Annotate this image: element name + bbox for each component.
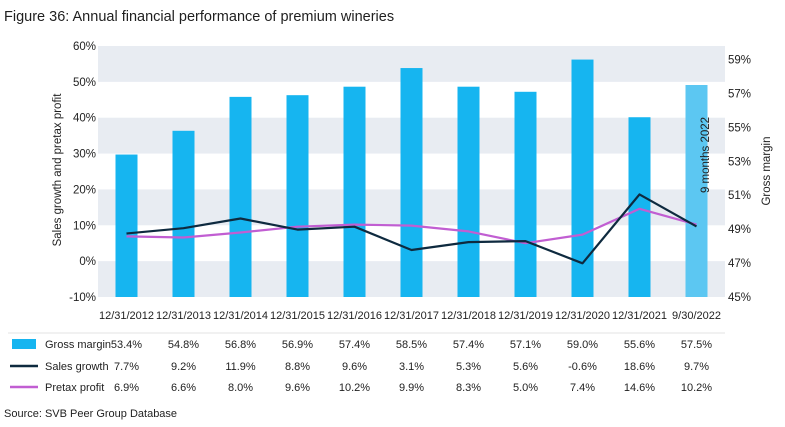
left-tick-label: 40% bbox=[73, 113, 96, 125]
bar-gross-margin bbox=[628, 117, 651, 297]
table-value: 57.4% bbox=[453, 339, 484, 351]
left-tick-label: 60% bbox=[73, 41, 96, 53]
legend-label-pretax-profit: Pretax profit bbox=[45, 382, 104, 394]
table-value: 5.6% bbox=[513, 361, 538, 373]
left-tick-label: 30% bbox=[73, 149, 96, 161]
left-tick-label: -10% bbox=[69, 292, 96, 304]
table-value: 7.7% bbox=[114, 361, 139, 373]
right-tick-label: 55% bbox=[728, 122, 751, 134]
right-tick-label: 59% bbox=[728, 55, 751, 67]
table-value: 7.4% bbox=[570, 382, 595, 394]
bar-gross-margin bbox=[229, 96, 252, 297]
bar-gross-margin bbox=[286, 95, 309, 297]
category-label: 12/31/2015 bbox=[270, 310, 325, 322]
left-tick-label: 0% bbox=[79, 256, 96, 268]
right-tick-label: 53% bbox=[728, 156, 751, 168]
category-label: 12/31/2017 bbox=[384, 310, 439, 322]
category-label: 12/31/2012 bbox=[99, 310, 154, 322]
line-pretax-profit bbox=[126, 207, 697, 245]
table-value: 10.2% bbox=[681, 382, 712, 394]
chart-title: Figure 36: Annual financial performance … bbox=[4, 9, 394, 25]
bar-gross-margin bbox=[514, 91, 537, 297]
source-note: Source: SVB Peer Group Database bbox=[4, 408, 177, 420]
left-axis-label: Sales growth and pretax profit bbox=[52, 93, 64, 247]
legend-label-sales-growth: Sales growth bbox=[45, 361, 109, 373]
bar-gross-margin bbox=[685, 85, 708, 297]
line-sales-growth bbox=[126, 193, 698, 265]
table-value: 56.9% bbox=[282, 339, 313, 351]
table-value: 56.8% bbox=[225, 339, 256, 351]
right-tick-label: 47% bbox=[728, 258, 751, 270]
table-value: 5.0% bbox=[513, 382, 538, 394]
category-label: 9/30/2022 bbox=[672, 310, 721, 322]
bar-gross-margin bbox=[172, 130, 195, 297]
table-value: 11.9% bbox=[225, 361, 256, 373]
table-value: 9.9% bbox=[399, 382, 424, 394]
line-series bbox=[126, 193, 698, 265]
table-value: 57.4% bbox=[339, 339, 370, 351]
table-value: 55.6% bbox=[624, 339, 655, 351]
right-tick-label: 51% bbox=[728, 190, 751, 202]
table-value: 5.3% bbox=[456, 361, 481, 373]
bar-gross-margin bbox=[115, 154, 138, 297]
table-value: 54.8% bbox=[168, 339, 199, 351]
table-value: 14.6% bbox=[624, 382, 655, 394]
category-axis: 12/31/2012 12/31/2013 12/31/2014 12/31/2015… bbox=[99, 310, 721, 322]
table-value: 8.3% bbox=[456, 382, 481, 394]
table-value: 9.2% bbox=[171, 361, 196, 373]
table-value: 6.9% bbox=[114, 382, 139, 394]
category-label: 12/31/2018 bbox=[441, 310, 496, 322]
table-value: 57.1% bbox=[510, 339, 541, 351]
category-label: 12/31/2019 bbox=[498, 310, 553, 322]
table-value: 3.1% bbox=[399, 361, 424, 373]
bar-gross-margin bbox=[457, 86, 480, 298]
left-tick-label: 10% bbox=[73, 220, 96, 232]
bar-gross-margin bbox=[343, 86, 366, 298]
right-tick-label: 45% bbox=[728, 292, 751, 304]
table-value: 8.0% bbox=[228, 382, 253, 394]
right-tick-label: 57% bbox=[728, 88, 751, 100]
category-label: 12/31/2020 bbox=[555, 310, 610, 322]
table-value: 9.6% bbox=[285, 382, 310, 394]
bar-gross-margin bbox=[571, 59, 594, 297]
category-label: 12/31/2021 bbox=[612, 310, 667, 322]
legend-label-gross-margin: Gross margin bbox=[45, 339, 111, 351]
bar-series bbox=[115, 59, 708, 298]
table-value: 53.4% bbox=[111, 339, 142, 351]
right-axis: 59% 57% 55% 53% 51% 49% 47% 45% bbox=[728, 55, 751, 304]
table-value: 6.6% bbox=[171, 382, 196, 394]
table-value: 58.5% bbox=[396, 339, 427, 351]
table-value: 8.8% bbox=[285, 361, 310, 373]
legend-swatch-gross-margin bbox=[12, 339, 36, 349]
category-label: 12/31/2016 bbox=[327, 310, 382, 322]
bar-gross-margin bbox=[400, 68, 423, 297]
category-label: 12/31/2014 bbox=[213, 310, 268, 322]
table-value: 10.2% bbox=[339, 382, 370, 394]
category-label: 12/31/2013 bbox=[156, 310, 211, 322]
table-value: 18.6% bbox=[624, 361, 655, 373]
left-tick-label: 20% bbox=[73, 184, 96, 196]
right-tick-label: 49% bbox=[728, 224, 751, 236]
table-value: -0.6% bbox=[568, 361, 597, 373]
data-table: Gross margin 53.4% 54.8% 56.8% 56.9% 57.4% 58.… bbox=[8, 332, 725, 394]
right-axis-label: Gross margin bbox=[761, 136, 773, 205]
table-value: 57.5% bbox=[681, 339, 712, 351]
table-value: 9.6% bbox=[342, 361, 367, 373]
left-axis: 60% 50% 40% 30% 20% 10% 0% -10% bbox=[69, 41, 96, 304]
table-value: 9.7% bbox=[684, 361, 709, 373]
table-value: 59.0% bbox=[567, 339, 598, 351]
left-tick-label: 50% bbox=[73, 77, 96, 89]
annotation-9-months: 9 months 2022 bbox=[700, 117, 712, 193]
